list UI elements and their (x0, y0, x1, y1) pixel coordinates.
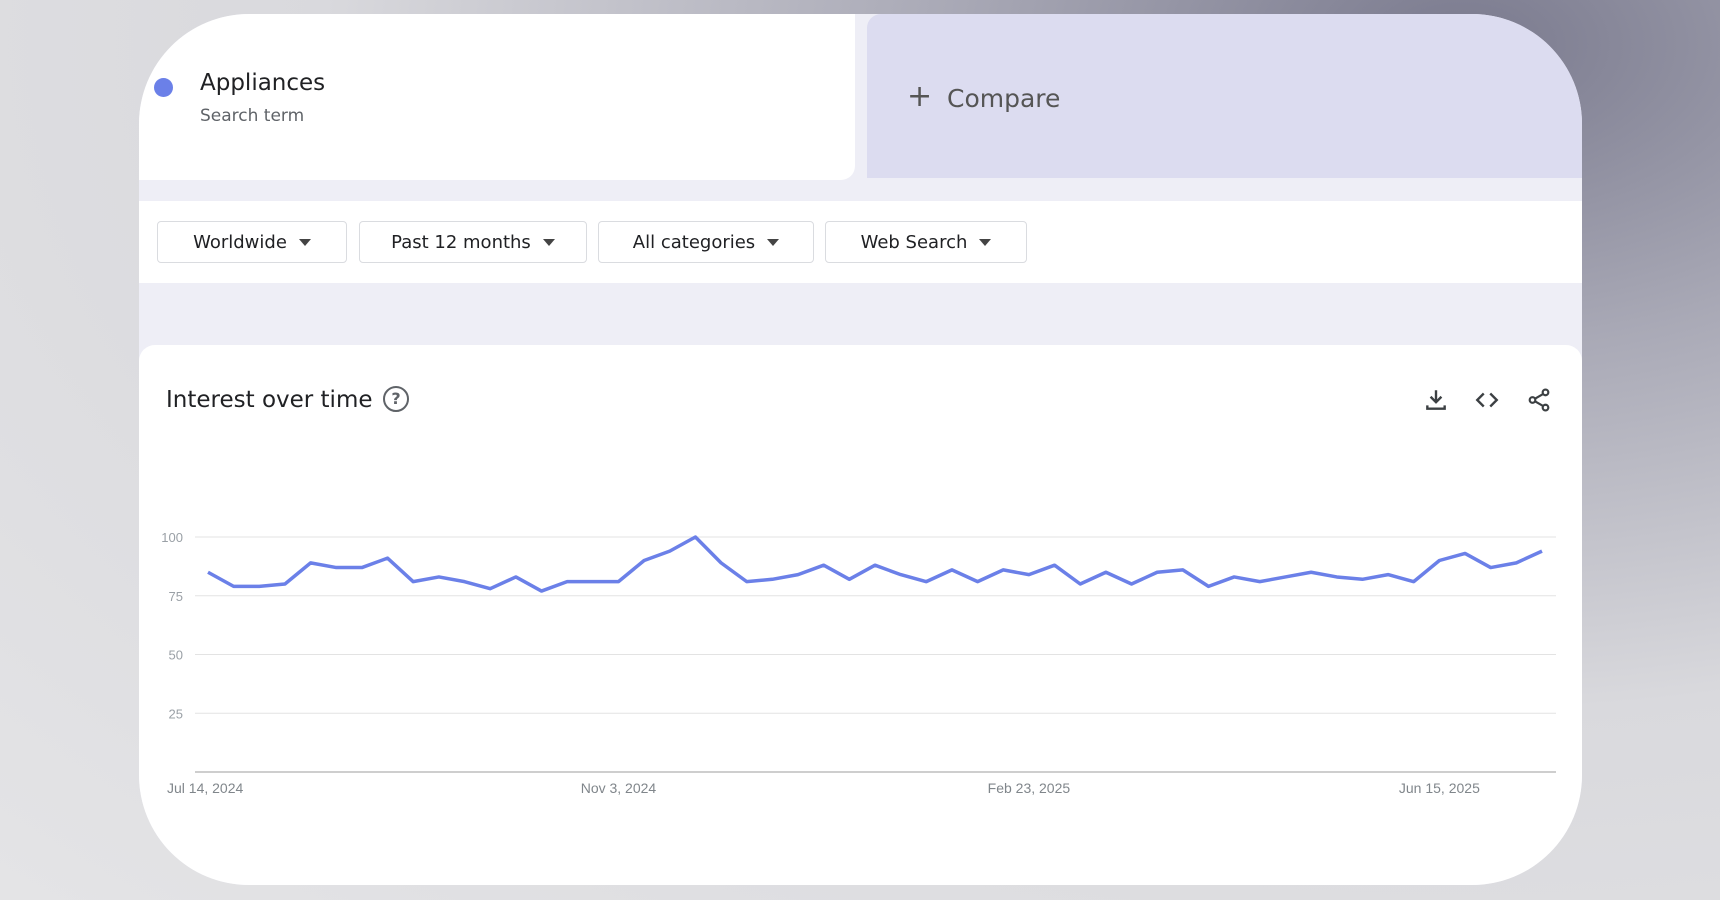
category-dropdown[interactable]: All categories (598, 221, 814, 263)
search-term-box[interactable]: Appliances Search term (139, 14, 855, 180)
series-line (207, 535, 1543, 593)
time-range-label: Past 12 months (391, 231, 531, 253)
compare-button[interactable]: + Compare (867, 14, 1582, 178)
caret-down-icon (542, 238, 555, 246)
help-icon[interactable]: ? (383, 386, 409, 412)
caret-down-icon (767, 238, 780, 246)
y-tick-label: 25 (169, 706, 183, 721)
search-term-name: Appliances (200, 70, 326, 96)
search-type-dropdown[interactable]: Web Search (825, 221, 1027, 263)
region-dropdown[interactable]: Worldwide (157, 221, 347, 263)
line-chart: 25 50 75 100 Jul 14, 2024 Nov 3, 2024 Feb 23, … (161, 530, 1556, 796)
compare-label: Compare (947, 84, 1061, 113)
trends-card: Appliances Search term + Compare Worldwi… (139, 14, 1582, 885)
plus-icon: + (907, 79, 933, 114)
search-term-type: Search term (200, 106, 305, 126)
y-tick-label: 50 (169, 648, 183, 663)
x-tick-label: Jun 15, 2025 (1399, 780, 1480, 796)
caret-down-icon (979, 238, 992, 246)
category-label: All categories (632, 231, 756, 253)
y-tick-label: 100 (161, 530, 183, 545)
x-tick-label: Jul 14, 2024 (167, 780, 243, 796)
region-label: Worldwide (193, 231, 287, 253)
series-color-dot (154, 78, 173, 97)
embed-code-icon[interactable] (1474, 387, 1500, 413)
caret-down-icon (298, 238, 311, 246)
interest-over-time-card: Interest over time ? 25 50 75 100 Jul 14, 20… (139, 345, 1582, 885)
share-icon[interactable] (1526, 387, 1552, 413)
time-range-dropdown[interactable]: Past 12 months (359, 221, 587, 263)
download-icon[interactable] (1423, 387, 1449, 413)
y-tick-label: 75 (169, 589, 183, 604)
filter-bar: Worldwide Past 12 months All categories … (139, 201, 1582, 283)
x-tick-label: Feb 23, 2025 (988, 780, 1071, 796)
chart-title: Interest over time (166, 387, 373, 413)
search-type-label: Web Search (860, 231, 968, 253)
x-tick-label: Nov 3, 2024 (581, 780, 657, 796)
